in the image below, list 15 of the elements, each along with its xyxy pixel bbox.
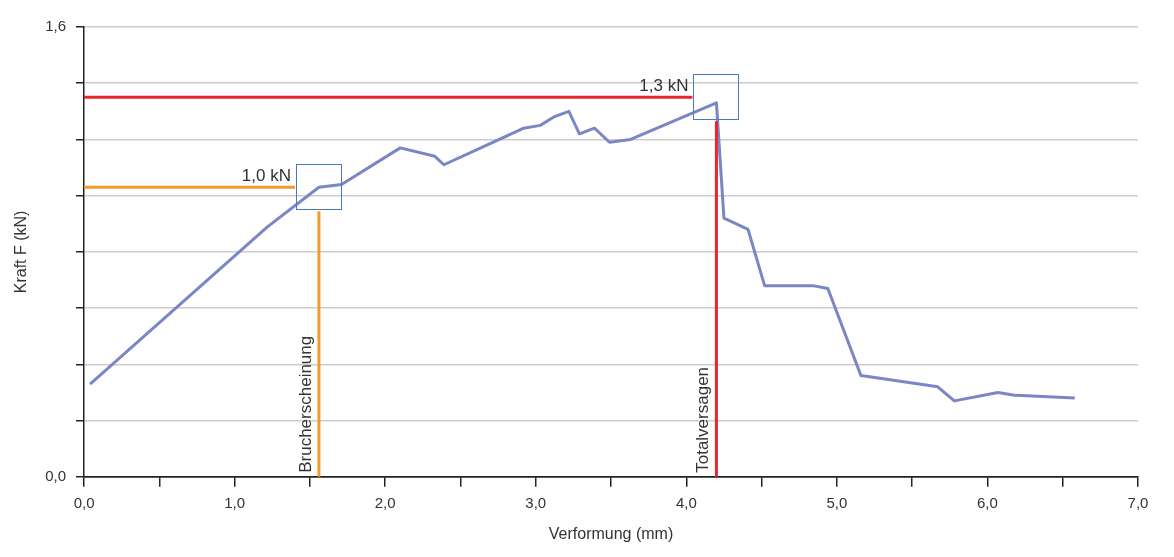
x-tick-label: 0,0 — [73, 493, 95, 511]
y-tick-label: 1,6 — [45, 17, 67, 35]
x-tick-label: 5,0 — [826, 493, 848, 511]
ref-line-label: 1,3 kN — [639, 76, 689, 96]
x-tick-label: 1,0 — [224, 493, 246, 511]
ref-line-label: Totalversagen — [693, 366, 713, 473]
x-tick-label: 6,0 — [977, 493, 998, 511]
y-axis-title: Kraft F (kN) — [12, 210, 30, 294]
x-axis-title: Verformung (mm) — [548, 524, 674, 542]
x-tick-label: 7,0 — [1127, 493, 1149, 511]
x-tick-label: 3,0 — [525, 493, 547, 511]
x-tick-label: 2,0 — [374, 493, 396, 511]
ref-line-label: Brucherscheinung — [295, 335, 315, 473]
x-tick-label: 4,0 — [675, 493, 697, 511]
ref-line-label: 1,0 kN — [241, 166, 291, 186]
